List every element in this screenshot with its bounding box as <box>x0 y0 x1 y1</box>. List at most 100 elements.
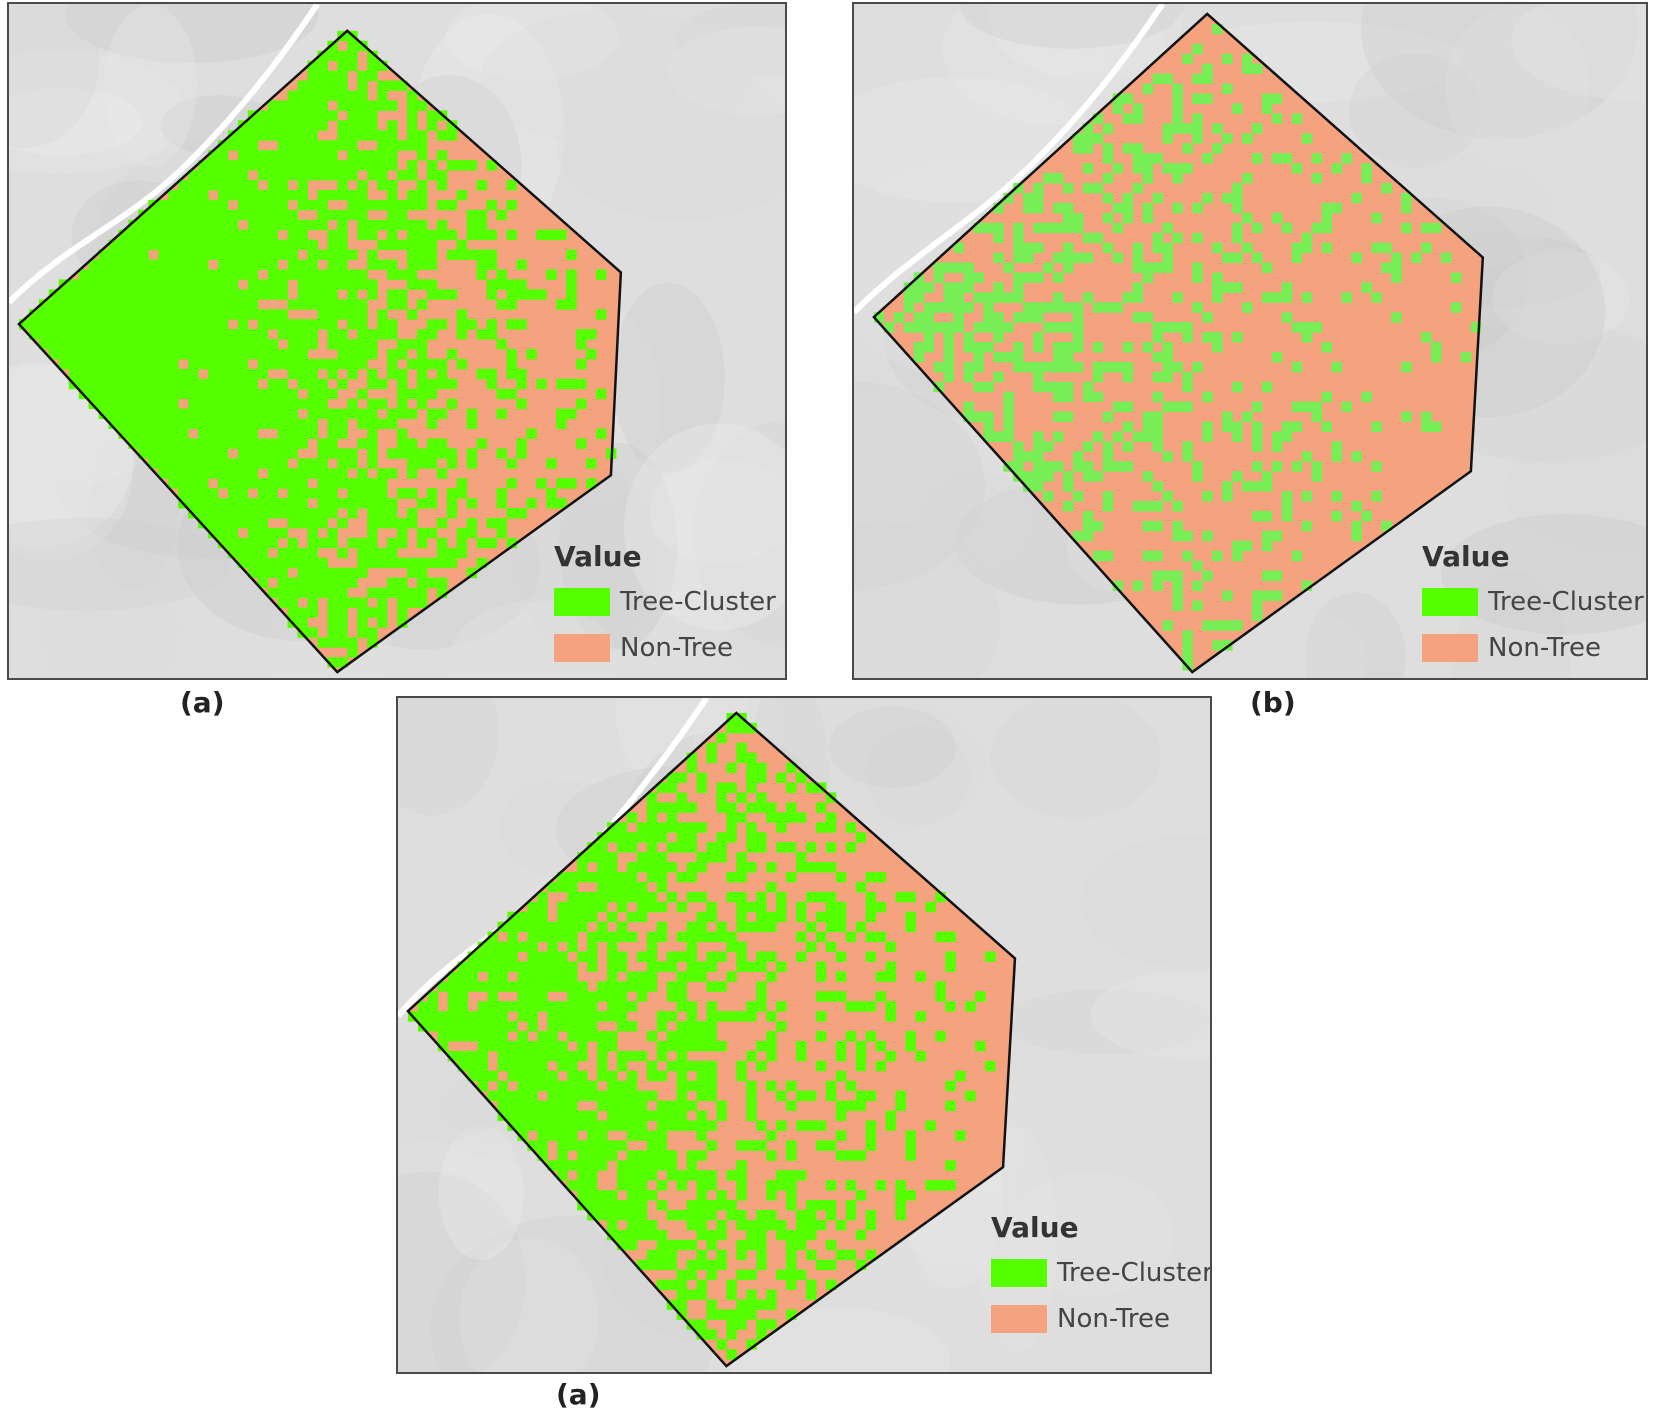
tree-cell <box>1102 153 1114 164</box>
tree-cell <box>198 388 209 400</box>
tree-cell <box>746 782 757 793</box>
tree-cell <box>925 1180 936 1191</box>
tree-cell <box>108 378 119 390</box>
tree-cell <box>517 1060 528 1072</box>
tree-cell <box>347 40 358 52</box>
tree-cell <box>267 339 279 350</box>
tree-cell <box>198 160 209 171</box>
tree-cell <box>148 289 159 300</box>
tree-cell <box>48 289 60 300</box>
tree-cell <box>756 832 767 843</box>
tree-cell <box>347 299 358 310</box>
tree-cell <box>1013 351 1024 363</box>
tree-cell <box>237 140 249 151</box>
tree-cell <box>327 627 338 638</box>
tree-cell <box>1202 73 1213 85</box>
tree-cell <box>267 508 279 519</box>
tree-cell <box>736 871 747 883</box>
tree-cell <box>845 1080 857 1092</box>
tree-cell <box>1361 510 1372 522</box>
tree-cell <box>327 160 338 171</box>
tree-cell <box>616 1060 628 1072</box>
tree-cell <box>377 597 388 608</box>
legend-1: Value Tree-Cluster Non-Tree <box>554 542 784 678</box>
tree-cell <box>487 1001 499 1012</box>
tree-cell <box>387 120 398 131</box>
tree-cell <box>217 189 229 201</box>
tree-cell <box>706 852 717 863</box>
tree-cell <box>138 279 149 290</box>
tree-cell <box>903 322 915 333</box>
tree-cell <box>367 607 378 618</box>
tree-cell <box>1152 262 1163 273</box>
tree-cell <box>387 468 398 479</box>
tree-cell <box>1052 391 1064 403</box>
tree-cell <box>1401 202 1412 214</box>
tree-cell <box>1162 123 1173 134</box>
tree-cell <box>506 458 517 469</box>
tree-cell <box>168 329 179 340</box>
tree-cell <box>606 1080 618 1092</box>
tree-cell <box>865 911 877 923</box>
tree-cell <box>267 289 279 300</box>
tree-cell <box>247 269 259 280</box>
tree-cell <box>178 299 189 310</box>
tree-cell <box>516 508 527 519</box>
tree-cell <box>786 1190 797 1201</box>
tree-cell <box>297 339 308 350</box>
tree-cell <box>178 388 189 400</box>
tree-cell <box>577 1080 588 1092</box>
tree-cell <box>297 508 308 519</box>
tree-cell <box>616 1001 628 1012</box>
tree-cell <box>1351 530 1362 542</box>
tree-cell <box>327 607 338 618</box>
tree-cell <box>756 762 767 774</box>
tree-cell <box>606 931 618 943</box>
tree-cell <box>1072 322 1084 333</box>
tree-cell <box>1202 153 1213 164</box>
tree-cell <box>337 348 348 360</box>
tree-cell <box>337 249 348 260</box>
tree-cell <box>1232 252 1243 263</box>
tree-cell <box>198 239 209 251</box>
tree-cell <box>287 319 299 330</box>
tree-cell <box>903 292 915 303</box>
tree-cell <box>726 1170 737 1181</box>
tree-cell <box>1132 431 1144 442</box>
tree-cell <box>676 792 688 803</box>
tree-cell <box>1122 421 1134 432</box>
tree-cell <box>367 368 378 380</box>
tree-cell <box>506 478 517 489</box>
tree-cell <box>456 319 468 330</box>
tree-cell <box>726 762 737 774</box>
tree-cell <box>387 179 398 191</box>
tree-cell <box>587 1200 598 1211</box>
tree-cell <box>1182 332 1193 343</box>
tree-cell <box>547 951 558 962</box>
tree-cell <box>1192 113 1203 124</box>
tree-cell <box>963 332 974 343</box>
tree-cell <box>766 1031 777 1042</box>
tree-cell <box>108 239 119 251</box>
tree-cell <box>597 1090 608 1102</box>
tree-cell <box>287 348 299 360</box>
tree-cell <box>437 1011 449 1022</box>
tree-cell <box>217 289 229 300</box>
tree-cell <box>198 398 209 410</box>
tree-cell <box>327 358 338 370</box>
tree-cell <box>696 911 707 923</box>
tree-cell <box>676 1279 688 1290</box>
tree-cell <box>188 229 199 241</box>
tree-cell <box>406 90 418 101</box>
tree-cell <box>307 557 318 569</box>
tree-cell <box>736 1249 747 1261</box>
tree-cell <box>973 411 984 423</box>
tree-cell <box>1132 312 1144 323</box>
tree-cell <box>855 1100 867 1112</box>
tree-cell <box>595 269 607 280</box>
tree-cell <box>1052 272 1064 283</box>
tree-cell <box>726 832 737 843</box>
tree-cell <box>347 488 358 499</box>
tree-cell <box>1052 172 1064 184</box>
tree-cell <box>377 587 388 598</box>
